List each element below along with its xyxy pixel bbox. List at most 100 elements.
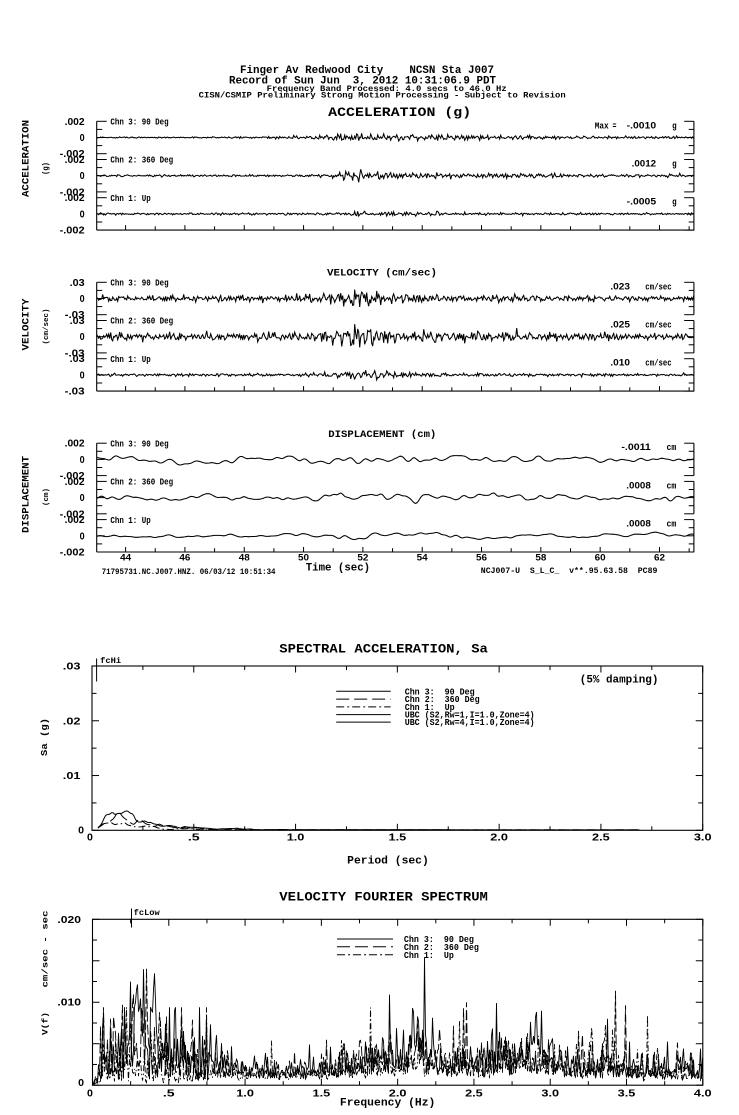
svg-text:4.0: 4.0 xyxy=(694,1088,712,1100)
svg-text:Finger Av Redwood City NCSN: Finger Av Redwood City NCSN Sta J007 xyxy=(240,65,494,77)
svg-text:Frequency (Hz): Frequency (Hz) xyxy=(340,1098,436,1110)
svg-text:Chn 1: Up: Chn 1: Up xyxy=(110,355,150,365)
svg-text:0: 0 xyxy=(80,294,85,305)
svg-text:cm/sec: cm/sec xyxy=(645,358,672,369)
svg-text:Chn 2: 360 Deg: Chn 2: 360 Deg xyxy=(404,943,479,953)
svg-text:54: 54 xyxy=(417,553,429,564)
svg-text:VELOCITY (cm/sec): VELOCITY (cm/sec) xyxy=(327,268,437,280)
svg-text:Chn 3: 90 Deg: Chn 3: 90 Deg xyxy=(405,687,475,697)
svg-text:cm/sec: cm/sec xyxy=(645,320,672,331)
svg-text:Chn 1: Up: Chn 1: Up xyxy=(405,703,455,713)
svg-text:56: 56 xyxy=(476,553,487,564)
svg-text:.0008: .0008 xyxy=(626,519,651,530)
svg-text:Frequency Band Processed: 4.0: Frequency Band Processed: 4.0 secs to 46… xyxy=(267,85,507,94)
svg-text:-.002: -.002 xyxy=(60,509,85,520)
svg-text:.023: .023 xyxy=(610,281,630,292)
svg-text:=: = xyxy=(613,120,617,131)
svg-text:.01: .01 xyxy=(63,771,81,782)
svg-text:Chn 2: 360 Deg: Chn 2: 360 Deg xyxy=(110,156,173,166)
svg-text:fcHi: fcHi xyxy=(100,657,121,666)
svg-text:-.002: -.002 xyxy=(60,471,85,482)
svg-text:NCJ007-U S_L_C_ v**.95.63.58: NCJ007-U S_L_C_ v**.95.63.58 PC89 xyxy=(481,567,658,576)
svg-text:cm/sec: cm/sec xyxy=(645,281,672,292)
svg-text:.03: .03 xyxy=(63,662,81,673)
svg-text:.5: .5 xyxy=(163,1088,175,1100)
svg-text:Chn 3: 90 Deg: Chn 3: 90 Deg xyxy=(404,935,474,945)
svg-text:58: 58 xyxy=(535,553,546,564)
svg-text:3.5: 3.5 xyxy=(618,1088,636,1100)
svg-text:ACCELERATION (g): ACCELERATION (g) xyxy=(328,105,471,120)
svg-text:1.5: 1.5 xyxy=(313,1088,331,1100)
svg-text:cm/sec - sec: cm/sec - sec xyxy=(40,911,50,988)
svg-text:V(f): V(f) xyxy=(40,1012,50,1035)
svg-text:Chn 1: Up: Chn 1: Up xyxy=(110,516,150,526)
svg-text:fcLow: fcLow xyxy=(134,909,160,918)
svg-text:.002: .002 xyxy=(65,515,85,526)
svg-text:cm: cm xyxy=(667,519,677,530)
svg-text:.025: .025 xyxy=(610,320,630,331)
svg-text:3.0: 3.0 xyxy=(541,1088,559,1100)
svg-text:-.002: -.002 xyxy=(60,149,85,160)
svg-text:(5% damping): (5% damping) xyxy=(580,675,659,687)
svg-text:1.0: 1.0 xyxy=(236,1088,254,1100)
svg-text:Chn 3: 90 Deg: Chn 3: 90 Deg xyxy=(110,439,168,449)
svg-text:0: 0 xyxy=(80,209,85,220)
svg-text:Chn 3: 90 Deg: Chn 3: 90 Deg xyxy=(110,279,168,289)
svg-text:.002: .002 xyxy=(65,193,85,204)
svg-text:-.03: -.03 xyxy=(65,310,86,321)
svg-text:71795731.NC.J007.HNZ. 06/03/12: 71795731.NC.J007.HNZ. 06/03/12 10:51:34 xyxy=(102,568,276,577)
svg-text:(cm): (cm) xyxy=(43,488,51,506)
svg-text:-.03: -.03 xyxy=(65,387,86,398)
svg-text:-.002: -.002 xyxy=(60,187,85,198)
svg-text:.020: .020 xyxy=(57,915,81,926)
svg-text:60: 60 xyxy=(595,553,606,564)
svg-text:.03: .03 xyxy=(70,354,85,365)
svg-text:CISN/CSMIP Preliminary Strong: CISN/CSMIP Preliminary Strong Motion Pro… xyxy=(199,91,566,100)
svg-text:46: 46 xyxy=(179,553,190,564)
svg-text:.03: .03 xyxy=(70,316,85,327)
svg-text:0: 0 xyxy=(78,826,84,837)
svg-text:.0008: .0008 xyxy=(626,480,651,491)
svg-text:62: 62 xyxy=(654,553,665,564)
svg-text:2.0: 2.0 xyxy=(490,832,508,844)
svg-text:1.0: 1.0 xyxy=(287,832,305,844)
svg-text:Chn 2: 360 Deg: Chn 2: 360 Deg xyxy=(110,317,173,327)
svg-text:0: 0 xyxy=(80,455,85,466)
svg-text:(g): (g) xyxy=(42,162,51,175)
svg-text:0: 0 xyxy=(80,332,85,343)
svg-text:2.5: 2.5 xyxy=(592,832,610,844)
svg-text:48: 48 xyxy=(239,553,250,564)
svg-text:UBC (S2,Rw=4,I=1.0,Zone=4): UBC (S2,Rw=4,I=1.0,Zone=4) xyxy=(405,718,535,728)
svg-text:0: 0 xyxy=(80,370,85,381)
svg-text:.002: .002 xyxy=(65,155,85,166)
svg-text:0: 0 xyxy=(87,832,93,844)
svg-text:2.5: 2.5 xyxy=(465,1088,483,1100)
svg-text:-.002: -.002 xyxy=(60,548,85,559)
svg-text:VELOCITY: VELOCITY xyxy=(20,298,32,351)
svg-text:g: g xyxy=(672,197,677,208)
svg-text:.02: .02 xyxy=(63,717,81,728)
svg-text:ACCELERATION: ACCELERATION xyxy=(20,120,32,197)
svg-text:-.0005: -.0005 xyxy=(627,197,657,208)
svg-text:Chn 3: 90 Deg: Chn 3: 90 Deg xyxy=(110,118,168,128)
svg-text:-.0011: -.0011 xyxy=(621,442,651,453)
svg-text:.002: .002 xyxy=(65,439,85,450)
svg-text:.010: .010 xyxy=(57,998,81,1009)
svg-text:0: 0 xyxy=(78,1078,84,1089)
svg-text:50: 50 xyxy=(298,553,309,564)
svg-text:.002: .002 xyxy=(65,477,85,488)
svg-text:cm: cm xyxy=(667,442,677,453)
svg-text:.010: .010 xyxy=(610,358,630,369)
svg-text:2.0: 2.0 xyxy=(389,1088,407,1100)
svg-text:g: g xyxy=(672,159,677,170)
svg-text:Record of Sun Jun 3, 2012 10:: Record of Sun Jun 3, 2012 10:31:06.9 PDT xyxy=(229,76,496,88)
svg-text:.0012: .0012 xyxy=(632,159,657,170)
svg-text:-.002: -.002 xyxy=(60,226,85,237)
svg-text:(cm/sec): (cm/sec) xyxy=(43,309,51,345)
svg-text:-.0010: -.0010 xyxy=(627,120,656,131)
svg-text:Chn 2: 360 Deg: Chn 2: 360 Deg xyxy=(110,478,173,488)
svg-text:0: 0 xyxy=(80,493,85,504)
svg-text:0: 0 xyxy=(80,531,85,542)
svg-text:DISPLACEMENT: DISPLACEMENT xyxy=(20,456,32,533)
svg-text:.5: .5 xyxy=(188,832,200,844)
